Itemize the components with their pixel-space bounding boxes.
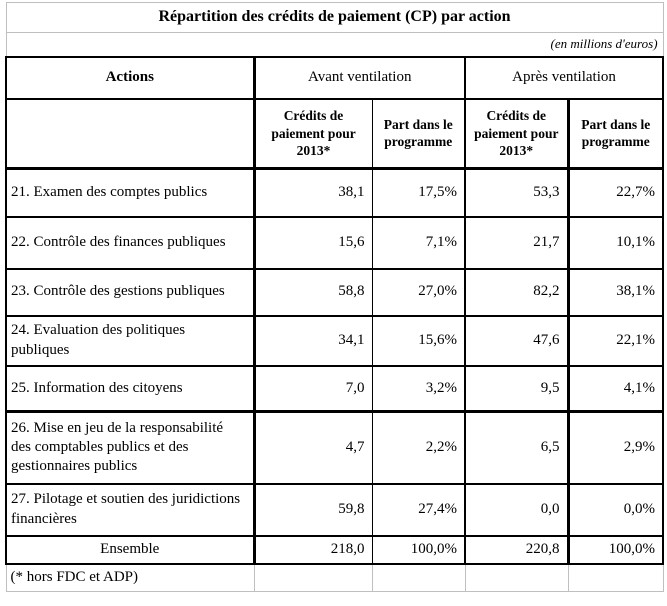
cell-apres-part: 2,9%	[568, 410, 665, 485]
action-label: 24. Evaluation des politiques publiques	[5, 315, 256, 367]
col-header-avant-credits: Crédits de paiement pour 2013*	[254, 98, 373, 170]
col-header-actions: Actions	[5, 55, 256, 100]
cell-avant-part: 27,4%	[372, 483, 466, 537]
table-row: 26. Mise en jeu de la responsabilité des…	[5, 410, 665, 485]
sub-header-row: Crédits de paiement pour 2013* Part dans…	[5, 98, 665, 170]
col-group-avant-ventilation: Avant ventilation	[254, 55, 466, 100]
total-row: Ensemble 218,0 100,0% 220,8 100,0%	[5, 535, 665, 565]
table-row: 21. Examen des comptes publics 38,1 17,5% 5…	[5, 168, 665, 218]
table-row: 25. Information des citoyens 7,0 3,2% 9,5 4,…	[5, 365, 665, 413]
col-header-apres-part: Part dans le programme	[568, 98, 665, 170]
cell-avant-credits: 7,0	[254, 365, 373, 413]
cell-avant-credits: 58,8	[254, 268, 373, 317]
cell-apres-credits: 53,3	[465, 168, 570, 218]
cell-apres-part: 22,7%	[568, 168, 665, 218]
footnote-spacer	[567, 563, 664, 592]
cell-apres-part: 4,1%	[568, 365, 665, 413]
cell-apres-credits: 82,2	[465, 268, 570, 317]
cell-avant-credits: 34,1	[254, 315, 373, 367]
footnote-spacer	[253, 563, 373, 592]
cell-apres-credits: 6,5	[465, 410, 570, 485]
title-row: Répartition des crédits de paiement (CP)…	[5, 2, 664, 33]
col-header-actions-spacer	[5, 98, 256, 170]
cell-avant-part: 3,2%	[372, 365, 466, 413]
credits-table: Répartition des crédits de paiement (CP)…	[5, 2, 665, 592]
total-avant-part: 100,0%	[372, 535, 466, 565]
group-header-row: Actions Avant ventilation Après ventilat…	[5, 55, 665, 100]
cell-avant-part: 17,5%	[372, 168, 466, 218]
total-apres-part: 100,0%	[568, 535, 665, 565]
cell-apres-part: 22,1%	[568, 315, 665, 367]
cell-apres-part: 0,0%	[568, 483, 665, 537]
table-row: 24. Evaluation des politiques publiques 3…	[5, 315, 665, 367]
cell-avant-part: 7,1%	[372, 216, 466, 270]
cell-apres-credits: 47,6	[465, 315, 570, 367]
cell-avant-part: 2,2%	[372, 410, 466, 485]
cell-avant-credits: 4,7	[254, 410, 373, 485]
footnote-spacer	[371, 563, 466, 592]
cell-apres-part: 38,1%	[568, 268, 665, 317]
total-avant-credits: 218,0	[254, 535, 373, 565]
footnote-row: (* hors FDC et ADP)	[5, 563, 664, 592]
table-row: 23. Contrôle des gestions publiques 58,8 2…	[5, 268, 665, 317]
cell-apres-part: 10,1%	[568, 216, 665, 270]
footnote-spacer	[464, 563, 569, 592]
total-label: Ensemble	[5, 535, 256, 565]
col-group-apres-ventilation: Après ventilation	[465, 55, 665, 100]
cell-avant-part: 15,6%	[372, 315, 466, 367]
table-title: Répartition des crédits de paiement (CP)…	[5, 2, 664, 33]
total-apres-credits: 220,8	[465, 535, 570, 565]
footnote: (* hors FDC et ADP)	[5, 563, 255, 592]
action-label: 22. Contrôle des finances publiques	[5, 216, 256, 270]
cell-avant-part: 27,0%	[372, 268, 466, 317]
action-label: 27. Pilotage et soutien des juridictions…	[5, 483, 256, 537]
table-row: 22. Contrôle des finances publiques 15,6 7…	[5, 216, 665, 270]
cell-avant-credits: 59,8	[254, 483, 373, 537]
col-header-avant-part: Part dans le programme	[372, 98, 466, 170]
action-label: 25. Information des citoyens	[5, 365, 256, 413]
cell-avant-credits: 15,6	[254, 216, 373, 270]
cell-apres-credits: 9,5	[465, 365, 570, 413]
action-label: 21. Examen des comptes publics	[5, 168, 256, 218]
action-label: 23. Contrôle des gestions publiques	[5, 268, 256, 317]
table-body: 21. Examen des comptes publics 38,1 17,5% 5…	[5, 168, 665, 537]
table-row: 27. Pilotage et soutien des juridictions…	[5, 483, 665, 537]
cell-apres-credits: 0,0	[465, 483, 570, 537]
cell-apres-credits: 21,7	[465, 216, 570, 270]
unit-note: (en millions d'euros)	[5, 32, 664, 57]
col-header-apres-credits: Crédits de paiement pour 2013*	[465, 98, 570, 170]
action-label: 26. Mise en jeu de la responsabilité des…	[5, 410, 256, 485]
unit-note-row: (en millions d'euros)	[5, 32, 664, 57]
cell-avant-credits: 38,1	[254, 168, 373, 218]
